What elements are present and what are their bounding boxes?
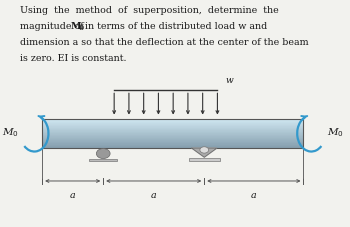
- Bar: [42, 138, 303, 139]
- Bar: [42, 143, 303, 144]
- Text: a: a: [251, 190, 257, 199]
- Text: a: a: [151, 190, 156, 199]
- Bar: [42, 129, 303, 130]
- Text: in terms of the distributed load w and: in terms of the distributed load w and: [82, 22, 267, 31]
- Bar: [42, 123, 303, 124]
- Bar: [42, 133, 303, 134]
- Text: a: a: [70, 190, 76, 199]
- Bar: [42, 125, 303, 126]
- Bar: [42, 130, 303, 131]
- Text: w: w: [225, 75, 233, 84]
- Bar: [42, 119, 303, 120]
- Bar: [42, 147, 303, 148]
- Bar: [42, 124, 303, 125]
- Text: is zero. EI is constant.: is zero. EI is constant.: [20, 54, 127, 63]
- Bar: [42, 119, 303, 148]
- Bar: [42, 126, 303, 127]
- Bar: [42, 131, 303, 132]
- Bar: [42, 140, 303, 141]
- Bar: [42, 144, 303, 145]
- Bar: [189, 158, 220, 161]
- Circle shape: [96, 149, 110, 159]
- Bar: [42, 139, 303, 140]
- Text: M: M: [71, 22, 82, 31]
- Bar: [42, 132, 303, 133]
- Bar: [42, 141, 303, 142]
- Text: magnitude of: magnitude of: [20, 22, 87, 31]
- Bar: [42, 127, 303, 128]
- Text: Using  the  method  of  superposition,  determine  the: Using the method of superposition, deter…: [20, 6, 279, 15]
- Polygon shape: [192, 148, 217, 158]
- Text: M$_0$: M$_0$: [2, 125, 19, 138]
- Bar: [42, 145, 303, 146]
- Bar: [42, 122, 303, 123]
- Bar: [42, 120, 303, 121]
- Bar: [42, 146, 303, 147]
- Bar: [42, 134, 303, 135]
- Text: dimension a so that the deflection at the center of the beam: dimension a so that the deflection at th…: [20, 38, 309, 47]
- Bar: [42, 121, 303, 122]
- Bar: [89, 159, 117, 162]
- Bar: [42, 135, 303, 136]
- Bar: [42, 136, 303, 137]
- Bar: [42, 142, 303, 143]
- Circle shape: [200, 147, 209, 153]
- Bar: [42, 137, 303, 138]
- Bar: [42, 128, 303, 129]
- Text: M$_0$: M$_0$: [327, 125, 344, 138]
- Text: 0: 0: [78, 24, 83, 32]
